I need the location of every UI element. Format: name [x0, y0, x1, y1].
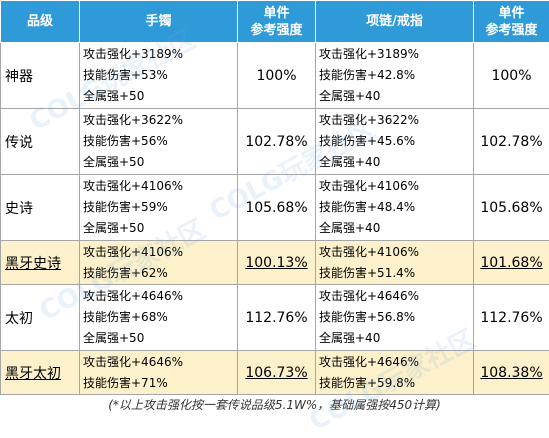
header-single-strength-1: 单件 参考强度 [238, 1, 316, 43]
grade-label: 黑牙史诗 [5, 256, 61, 272]
necklace-strength-value: 112.76% [480, 310, 542, 326]
bracelet-strength-value: 100% [256, 68, 296, 84]
necklace-stat-line: 技能伤害+42.8% [319, 65, 473, 86]
necklace-stats-cell: 攻击强化+3189% 技能伤害+42.8% 全属强+40 [316, 43, 474, 109]
bracelet-strength-cell: 106.73% [238, 351, 316, 395]
bracelet-strength-cell: 102.78% [238, 109, 316, 175]
grade-cell: 传说 [1, 109, 80, 175]
table-row: 黑牙太初 攻击强化+4646% 技能伤害+71% 106.73% 攻击强化+46… [1, 351, 549, 395]
necklace-stat-line: 全属强+40 [319, 86, 473, 107]
table-row: 黑牙史诗 攻击强化+4106% 技能伤害+62% 100.13% 攻击强化+41… [1, 241, 549, 285]
header-single-strength-1-line1: 单件 [238, 5, 315, 22]
bracelet-stat-line: 攻击强化+4106% [83, 176, 237, 197]
bracelet-strength-value: 106.73% [245, 365, 307, 381]
bracelet-stats-cell: 攻击强化+4106% 技能伤害+59% 全属强+50 [80, 175, 238, 241]
necklace-strength-value: 100% [491, 68, 531, 84]
table-row: 太初 攻击强化+4646% 技能伤害+68% 全属强+50 112.76% 攻击… [1, 285, 549, 351]
bracelet-stat-line: 技能伤害+71% [83, 373, 237, 394]
bracelet-strength-value: 112.76% [245, 310, 307, 326]
necklace-strength-cell: 101.68% [474, 241, 549, 285]
bracelet-stat-line: 全属强+50 [83, 328, 237, 349]
bracelet-stat-line: 全属强+50 [83, 218, 237, 239]
necklace-stat-line: 攻击强化+3622% [319, 110, 473, 131]
bracelet-stat-line: 攻击强化+3189% [83, 44, 237, 65]
necklace-stat-line: 技能伤害+56.8% [319, 307, 473, 328]
grade-label: 黑牙太初 [5, 366, 61, 382]
footnote: (*以上攻击强化按一套传说品级5.1W%，基础属强按450计算) [0, 396, 549, 413]
grade-label: 神器 [5, 69, 33, 85]
bracelet-strength-value: 100.13% [245, 255, 307, 271]
necklace-stat-line: 攻击强化+3189% [319, 44, 473, 65]
bracelet-stats-cell: 攻击强化+4106% 技能伤害+62% [80, 241, 238, 285]
necklace-strength-cell: 108.38% [474, 351, 549, 395]
bracelet-stats-cell: 攻击强化+3622% 技能伤害+56% 全属强+50 [80, 109, 238, 175]
bracelet-stat-line: 技能伤害+56% [83, 131, 237, 152]
necklace-stat-line: 技能伤害+48.4% [319, 197, 473, 218]
header-grade: 品级 [1, 1, 80, 43]
necklace-stat-line: 攻击强化+4106% [319, 176, 473, 197]
bracelet-stat-line: 技能伤害+53% [83, 65, 237, 86]
necklace-stat-line: 技能伤害+51.4% [319, 263, 473, 284]
table-row: 神器 攻击强化+3189% 技能伤害+53% 全属强+50 100% 攻击强化+… [1, 43, 549, 109]
bracelet-stats-cell: 攻击强化+4646% 技能伤害+68% 全属强+50 [80, 285, 238, 351]
necklace-stat-line: 全属强+40 [319, 218, 473, 239]
bracelet-stats-cell: 攻击强化+3189% 技能伤害+53% 全属强+50 [80, 43, 238, 109]
necklace-stat-line: 攻击强化+4646% [319, 352, 473, 373]
header-single-strength-1-line2: 参考强度 [238, 22, 315, 39]
table-row: 传说 攻击强化+3622% 技能伤害+56% 全属强+50 102.78% 攻击… [1, 109, 549, 175]
header-bracelet: 手镯 [80, 1, 238, 43]
necklace-strength-cell: 100% [474, 43, 549, 109]
grade-cell: 神器 [1, 43, 80, 109]
necklace-strength-value: 102.78% [480, 134, 542, 150]
grade-cell: 黑牙史诗 [1, 241, 80, 285]
header-necklace-ring: 项链/戒指 [316, 1, 474, 43]
bracelet-stat-line: 攻击强化+3622% [83, 110, 237, 131]
necklace-strength-cell: 105.68% [474, 175, 549, 241]
bracelet-stat-line: 技能伤害+68% [83, 307, 237, 328]
necklace-stats-cell: 攻击强化+4646% 技能伤害+56.8% 全属强+40 [316, 285, 474, 351]
bracelet-stat-line: 攻击强化+4646% [83, 352, 237, 373]
header-single-strength-2: 单件 参考强度 [474, 1, 549, 43]
grade-label: 史诗 [5, 201, 33, 217]
necklace-strength-value: 105.68% [480, 200, 542, 216]
table-header-row: 品级 手镯 单件 参考强度 项链/戒指 单件 参考强度 [1, 1, 549, 43]
bracelet-strength-value: 105.68% [245, 200, 307, 216]
necklace-stats-cell: 攻击强化+4106% 技能伤害+51.4% [316, 241, 474, 285]
necklace-stat-line: 全属强+40 [319, 328, 473, 349]
necklace-stats-cell: 攻击强化+3622% 技能伤害+45.6% 全属强+40 [316, 109, 474, 175]
header-single-strength-2-line2: 参考强度 [474, 22, 549, 39]
equipment-strength-table: 品级 手镯 单件 参考强度 项链/戒指 单件 参考强度 神器 攻击强化+3189… [0, 0, 549, 395]
necklace-stat-line: 全属强+40 [319, 152, 473, 173]
necklace-stat-line: 攻击强化+4106% [319, 242, 473, 263]
bracelet-strength-cell: 112.76% [238, 285, 316, 351]
necklace-stats-cell: 攻击强化+4646% 技能伤害+59.8% [316, 351, 474, 395]
necklace-strength-cell: 112.76% [474, 285, 549, 351]
necklace-strength-value: 108.38% [480, 365, 542, 381]
necklace-stats-cell: 攻击强化+4106% 技能伤害+48.4% 全属强+40 [316, 175, 474, 241]
necklace-strength-value: 101.68% [480, 255, 542, 271]
necklace-stat-line: 技能伤害+59.8% [319, 373, 473, 394]
bracelet-stats-cell: 攻击强化+4646% 技能伤害+71% [80, 351, 238, 395]
table-row: 史诗 攻击强化+4106% 技能伤害+59% 全属强+50 105.68% 攻击… [1, 175, 549, 241]
bracelet-stat-line: 技能伤害+59% [83, 197, 237, 218]
bracelet-strength-cell: 100.13% [238, 241, 316, 285]
bracelet-stat-line: 全属强+50 [83, 86, 237, 107]
bracelet-strength-cell: 105.68% [238, 175, 316, 241]
bracelet-stat-line: 攻击强化+4106% [83, 242, 237, 263]
necklace-stat-line: 攻击强化+4646% [319, 286, 473, 307]
grade-label: 传说 [5, 135, 33, 151]
header-single-strength-2-line1: 单件 [474, 5, 549, 22]
grade-label: 太初 [5, 311, 33, 327]
necklace-strength-cell: 102.78% [474, 109, 549, 175]
grade-cell: 太初 [1, 285, 80, 351]
bracelet-stat-line: 攻击强化+4646% [83, 286, 237, 307]
grade-cell: 黑牙太初 [1, 351, 80, 395]
bracelet-strength-value: 102.78% [245, 134, 307, 150]
bracelet-stat-line: 技能伤害+62% [83, 263, 237, 284]
necklace-stat-line: 技能伤害+45.6% [319, 131, 473, 152]
bracelet-strength-cell: 100% [238, 43, 316, 109]
grade-cell: 史诗 [1, 175, 80, 241]
bracelet-stat-line: 全属强+50 [83, 152, 237, 173]
